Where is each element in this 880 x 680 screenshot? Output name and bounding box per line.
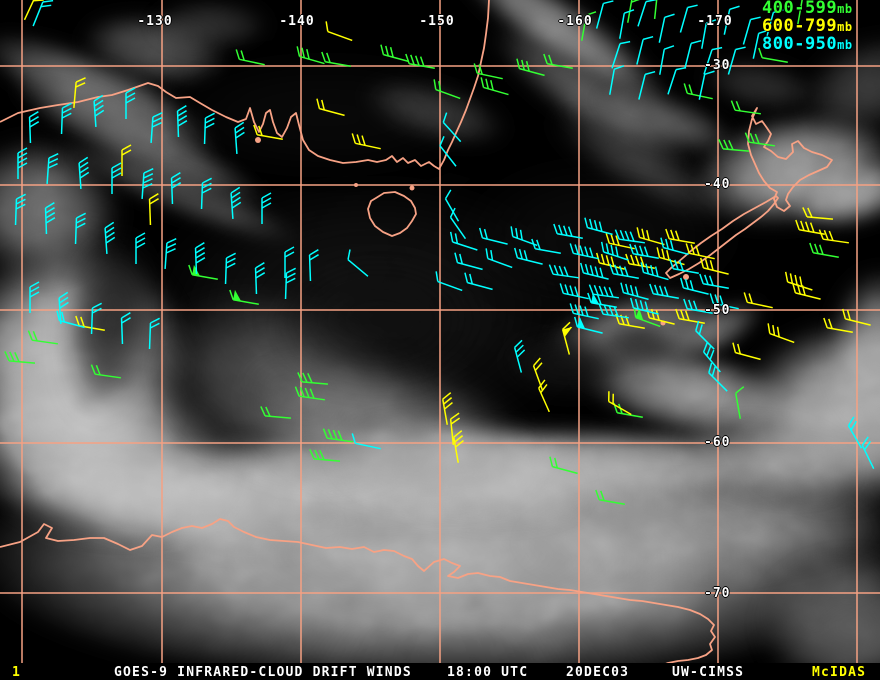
software-brand: McIDAS: [812, 665, 867, 680]
latitude-label: -50: [704, 303, 731, 318]
legend-mid-range: 600-799: [762, 16, 838, 36]
image-date: 20DEC03: [566, 665, 630, 680]
longitude-label: -170: [697, 14, 733, 29]
legend-upper-unit: mb: [837, 2, 853, 16]
longitude-label: -140: [279, 14, 315, 29]
latitude-label: -70: [704, 586, 731, 601]
image-time: 18:00 UTC: [447, 665, 529, 680]
product-title: GOES-9 INFRARED-CLOUD DRIFT WINDS: [114, 665, 412, 680]
legend-lower-level: 800-950mb: [762, 36, 853, 54]
legend-mid-unit: mb: [837, 20, 853, 34]
status-bar: 1 GOES-9 INFRARED-CLOUD DRIFT WINDS 18:0…: [0, 663, 880, 680]
legend-lower-unit: mb: [837, 38, 853, 52]
longitude-label: -130: [137, 14, 173, 29]
data-source: UW-CIMSS: [672, 665, 745, 680]
legend-lower-range: 800-950: [762, 34, 838, 54]
longitude-label: -150: [419, 14, 455, 29]
latitude-label: -30: [704, 58, 731, 73]
latitude-label: -40: [704, 177, 731, 192]
pressure-level-legend: 400-599mb 600-799mb 800-950mb: [762, 0, 853, 54]
latitude-label: -60: [704, 435, 731, 450]
longitude-label: -160: [557, 14, 593, 29]
frame-number: 1: [12, 665, 22, 680]
